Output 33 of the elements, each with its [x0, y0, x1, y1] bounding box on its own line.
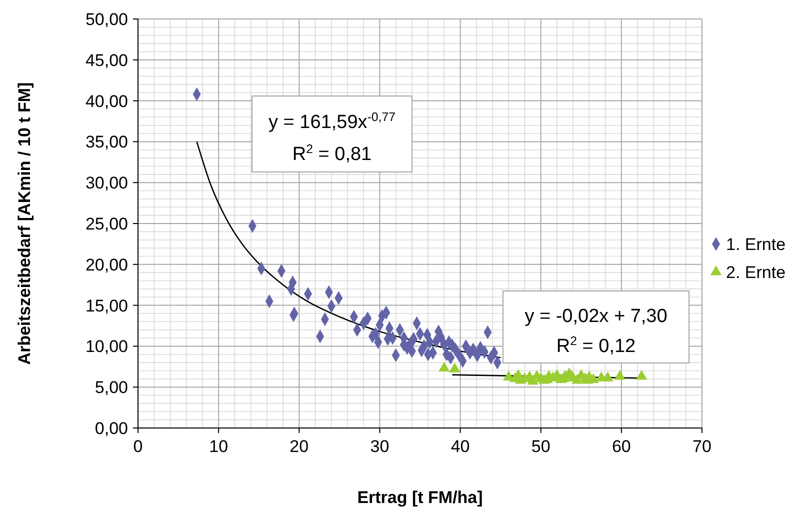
- y-tick-label: 20,00: [85, 255, 128, 274]
- x-tick-label: 70: [692, 437, 712, 456]
- point: [449, 362, 460, 372]
- y-axis-title: Arbeitszeitbedarf [AKmin / 10 t FM]: [15, 82, 34, 365]
- y-tick-label: 35,00: [85, 132, 128, 152]
- x-axis-title: Ertrag [t FM/ha]: [357, 488, 483, 507]
- legend-label: 2. Ernte: [726, 263, 786, 282]
- point: [636, 370, 648, 380]
- point: [602, 372, 614, 382]
- legend-label: 1. Ernte: [726, 235, 786, 254]
- annotation: R$^{2}$ = 0,81: [292, 142, 372, 165]
- x-tick-label: 10: [209, 437, 228, 456]
- point: [438, 362, 450, 372]
- x-tick-label: 40: [450, 437, 470, 456]
- y-tick-label: 25,00: [85, 214, 128, 234]
- x-tick-label: 50: [531, 437, 550, 456]
- y-tick-label: 15,00: [85, 296, 128, 316]
- x-tick-label: 60: [612, 437, 631, 456]
- y-tick-label: 0,00: [94, 419, 128, 438]
- point: [582, 374, 594, 384]
- y-tick-label: 45,00: [85, 50, 128, 70]
- y-tick-label: 30,00: [85, 174, 128, 193]
- y-tick-label: 50,00: [85, 10, 128, 29]
- x-tick-label: 0: [133, 437, 143, 456]
- y-tick-label: 5,00: [94, 378, 128, 398]
- annotation: y = 161,59x$^{-0,77}$: [268, 110, 396, 133]
- x-tick-label: 30: [370, 437, 390, 456]
- y-tick-label: 40,00: [85, 92, 128, 111]
- annotation: R$^{2}$ = 0,12: [556, 334, 636, 357]
- y-tick-label: 10,00: [85, 337, 128, 356]
- annotation: y = -0,02x + 7,30: [524, 306, 668, 327]
- x-tick-label: 20: [290, 437, 309, 456]
- point: [614, 370, 626, 380]
